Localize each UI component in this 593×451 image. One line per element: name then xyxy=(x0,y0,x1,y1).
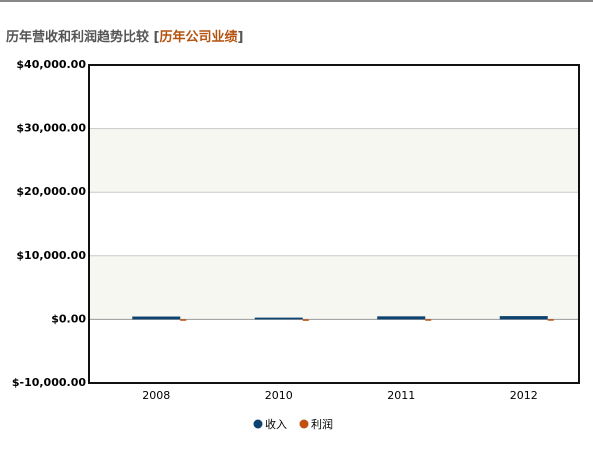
bar xyxy=(180,319,187,321)
grid-band xyxy=(89,128,579,193)
legend-label: 利润 xyxy=(311,417,333,431)
y-tick-label: $30,000.00 xyxy=(16,122,86,135)
plot-border xyxy=(88,64,580,384)
bar xyxy=(132,316,181,320)
bar xyxy=(254,317,303,320)
bar xyxy=(377,316,426,320)
y-tick-label: $10,000.00 xyxy=(16,249,86,262)
title-text: ] xyxy=(237,30,243,45)
bar xyxy=(302,319,309,321)
y-tick-label: $-10,000.00 xyxy=(12,376,86,389)
x-tick-label: 2012 xyxy=(510,389,538,402)
bar xyxy=(425,319,432,321)
x-tick-label: 2008 xyxy=(142,389,170,402)
legend-marker xyxy=(299,419,309,429)
legend-marker xyxy=(253,419,263,429)
grid-band xyxy=(89,255,579,320)
bar xyxy=(547,319,554,321)
x-tick-label: 2011 xyxy=(387,389,415,402)
legend-label: 收入 xyxy=(265,417,287,431)
y-tick-label: $40,000.00 xyxy=(16,58,86,71)
title-link[interactable]: 历年公司业绩 xyxy=(159,29,237,45)
title-text: 历年营收和利润趋势比较 [ xyxy=(6,29,160,45)
y-tick-label: $0.00 xyxy=(51,312,86,325)
bar xyxy=(499,316,548,320)
y-tick-label: $20,000.00 xyxy=(16,185,86,198)
x-tick-label: 2010 xyxy=(265,389,293,402)
chart-title: 历年营收和利润趋势比较 [历年公司业绩] xyxy=(6,29,243,45)
